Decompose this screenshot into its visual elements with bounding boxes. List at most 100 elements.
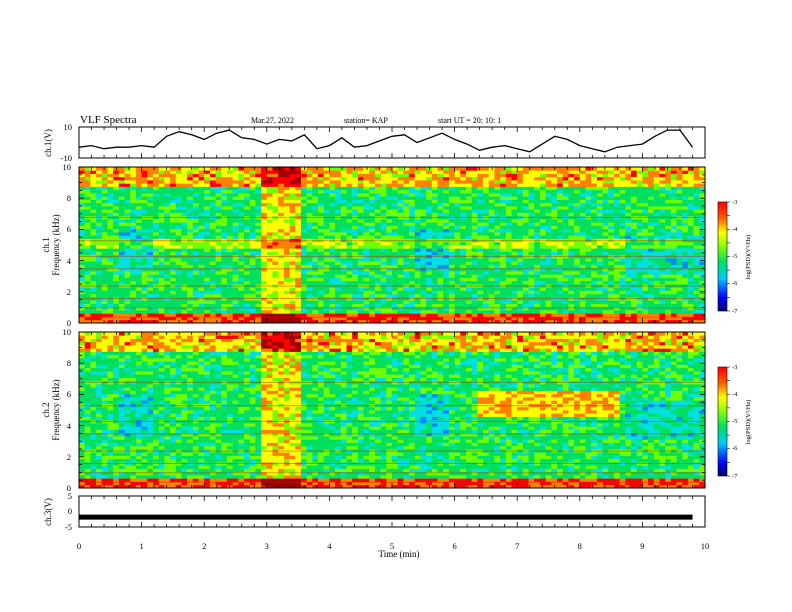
psd-cell: [522, 232, 529, 236]
psd-cell: [517, 310, 524, 314]
psd-cell: [574, 300, 581, 304]
psd-cell: [158, 251, 165, 256]
psd-cell: [631, 245, 638, 249]
psd-cell: [295, 245, 302, 249]
psd-cell: [596, 167, 603, 171]
psd-cell: [152, 241, 160, 246]
psd-cell: [631, 170, 638, 174]
psd-cell: [152, 316, 160, 321]
psd-cell: [545, 228, 552, 233]
psd-cell: [329, 251, 336, 256]
psd-cell: [289, 258, 296, 262]
psd-cell: [528, 173, 535, 178]
psd-cell: [437, 316, 444, 321]
psd-cell: [170, 313, 177, 317]
psd-cell: [357, 167, 364, 171]
psd-cell: [175, 300, 182, 304]
psd-cell: [175, 248, 182, 252]
psd-cell: [79, 290, 86, 295]
psd-cell: [261, 180, 268, 184]
psd-cell: [96, 274, 103, 278]
psd-cell: [625, 202, 632, 207]
psd-cell: [175, 180, 182, 184]
psd-cell: [170, 219, 177, 223]
psd-cell: [426, 202, 433, 207]
psd-cell: [340, 293, 347, 298]
psd-cell: [357, 287, 364, 291]
psd-cell: [500, 189, 507, 194]
psd-cell: [579, 277, 586, 282]
psd-cell: [238, 287, 245, 291]
psd-cell: [585, 225, 592, 230]
psd-cell: [602, 248, 609, 252]
psd-cell: [534, 232, 541, 236]
psd-cell: [562, 287, 569, 291]
psd-cell: [312, 186, 319, 191]
psd-cell: [454, 173, 461, 178]
psd-cell: [426, 287, 433, 291]
psd-cell: [187, 287, 194, 291]
psd-cell: [471, 228, 478, 233]
psd-cell: [130, 251, 137, 256]
psd-cell: [392, 170, 399, 174]
psd-cell: [591, 258, 598, 262]
psd-cell: [568, 222, 575, 226]
psd-cell: [141, 313, 148, 317]
psd-cell: [602, 245, 609, 249]
psd-cell: [261, 202, 268, 207]
psd-cell: [534, 261, 541, 265]
psd-cell: [352, 271, 359, 275]
psd-cell: [488, 170, 495, 174]
psd-cell: [454, 306, 461, 311]
psd-cell: [386, 219, 393, 223]
psd-cell: [613, 228, 621, 233]
psd-cell: [295, 209, 302, 213]
psd-cell: [488, 290, 495, 295]
psd-cell: [329, 271, 336, 275]
psd-cell: [198, 300, 205, 304]
psd-cell: [392, 206, 399, 210]
psd-cell: [96, 267, 103, 272]
psd-cell: [642, 290, 649, 295]
psd-cell: [141, 280, 148, 285]
psd-cell: [79, 173, 86, 178]
psd-cell: [403, 245, 410, 249]
psd-cell: [591, 251, 598, 256]
psd-cell: [306, 196, 313, 200]
psd-cell: [465, 167, 473, 171]
psd-cell: [386, 206, 393, 210]
psd-cell: [363, 189, 370, 194]
psd-cell: [448, 258, 455, 262]
psd-cell: [517, 280, 524, 285]
psd-cell: [437, 167, 444, 171]
psd-cell: [534, 264, 541, 269]
psd-cell: [232, 271, 239, 275]
psd-cell: [124, 319, 131, 323]
psd-cell: [101, 287, 108, 291]
psd-cell: [488, 310, 495, 314]
psd-cell: [545, 310, 552, 314]
psd-cell: [244, 228, 251, 233]
psd-cell: [386, 258, 393, 262]
psd-cell: [539, 248, 547, 252]
psd-cell: [636, 274, 643, 278]
psd-cell: [539, 219, 547, 223]
psd-cell: [460, 202, 467, 207]
psd-cell: [107, 193, 114, 197]
psd-cell: [96, 313, 103, 317]
psd-cell: [460, 189, 467, 194]
psd-cell: [431, 319, 438, 323]
psd-cell: [591, 176, 598, 181]
psd-cell: [625, 310, 632, 314]
psd-cell: [221, 241, 228, 246]
psd-cell: [488, 316, 495, 321]
psd-cell: [539, 225, 547, 230]
psd-cell: [306, 222, 313, 226]
psd-cell: [135, 219, 142, 223]
psd-cell: [181, 293, 188, 298]
psd-cell: [300, 173, 308, 178]
psd-cell: [631, 225, 638, 230]
psd-cell: [232, 277, 239, 282]
psd-cell: [107, 248, 114, 252]
psd-cell: [374, 167, 382, 171]
